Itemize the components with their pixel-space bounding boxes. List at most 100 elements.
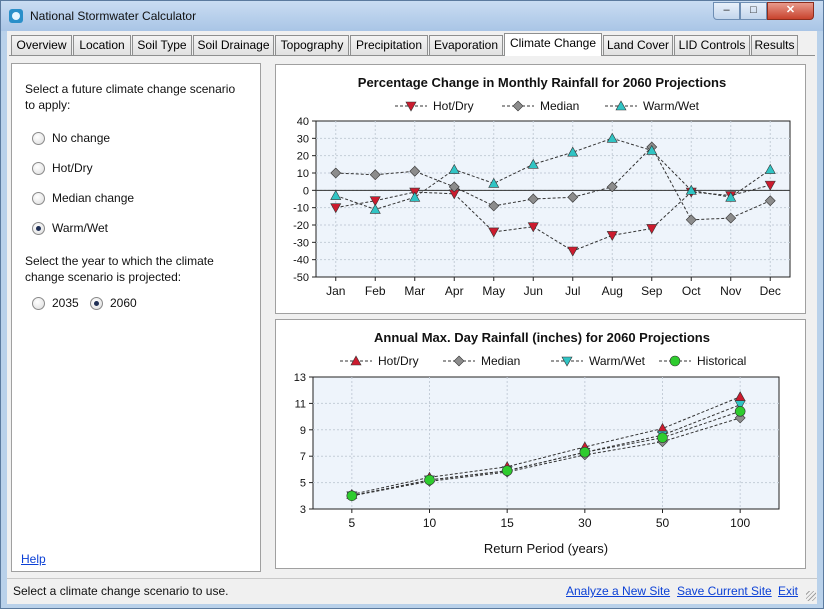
radio-year-2035[interactable]: 2035 (32, 295, 79, 311)
tab-bar: Overview Location Soil Type Soil Drainag… (9, 33, 815, 56)
data-point (330, 203, 342, 214)
y-tick-label: 11 (295, 398, 306, 410)
series-line (335, 137, 771, 210)
radio-button[interactable] (32, 161, 45, 175)
x-axis-label: Return Period (years) (484, 541, 608, 556)
tab-soil-type[interactable]: Soil Type (132, 35, 192, 55)
legend-marker (350, 355, 362, 366)
data-point (606, 132, 618, 143)
radio-year-2060[interactable]: 2060 (90, 295, 137, 311)
analyze-new-site-link[interactable]: Analyze a New Site (566, 584, 671, 598)
data-point (330, 189, 342, 200)
y-tick-label: 9 (300, 425, 306, 437)
window-title: National Stormwater Calculator (30, 9, 197, 23)
minimize-button[interactable]: ‒ (713, 2, 740, 20)
y-tick-label: -50 (293, 272, 309, 284)
data-point (734, 400, 746, 411)
save-current-site-link[interactable]: Save Current Site (677, 584, 772, 598)
tab-lid-controls[interactable]: LID Controls (674, 35, 750, 55)
data-point (409, 191, 421, 202)
tab-location[interactable]: Location (73, 35, 131, 55)
y-tick-label: -30 (293, 237, 309, 249)
data-point (579, 446, 591, 458)
data-point (764, 195, 776, 207)
tab-land-cover[interactable]: Land Cover (603, 35, 673, 55)
data-point (330, 167, 342, 179)
legend-label: Median (540, 99, 579, 113)
max-day-rainfall-chart: Annual Max. Day Rainfall (inches) for 20… (294, 330, 780, 556)
data-point (424, 474, 435, 486)
data-point (369, 169, 381, 181)
data-point (764, 180, 776, 191)
tab-soil-drainage[interactable]: Soil Drainage (193, 35, 274, 55)
radio-button[interactable] (32, 191, 45, 205)
help-link[interactable]: Help (21, 552, 46, 566)
legend-marker (512, 100, 524, 112)
tab-topography[interactable]: Topography (275, 35, 349, 55)
radio-median-change[interactable]: Median change (32, 190, 134, 206)
x-tick-label: 50 (656, 516, 670, 530)
series-line (351, 396, 741, 495)
exit-link[interactable]: Exit (778, 584, 799, 598)
data-point (606, 181, 618, 193)
x-tick-label: Jan (326, 284, 345, 298)
radio-warm-wet[interactable]: Warm/Wet (32, 220, 108, 236)
radio-hot-dry[interactable]: Hot/Dry (32, 160, 93, 176)
y-tick-label: 5 (300, 478, 306, 490)
y-tick-label: -10 (293, 203, 309, 215)
series-line (351, 417, 741, 497)
tab-precipitation[interactable]: Precipitation (350, 35, 428, 55)
x-tick-label: 5 (348, 516, 355, 530)
chart-title: Percentage Change in Monthly Rainfall fo… (358, 75, 726, 90)
data-point (734, 406, 746, 417)
legend-label: Historical (697, 354, 746, 368)
legend-label: Warm/Wet (643, 99, 700, 113)
data-point (646, 144, 658, 155)
radio-button[interactable] (32, 221, 45, 235)
tab-overview[interactable]: Overview (11, 35, 72, 55)
radio-button[interactable] (32, 296, 45, 310)
x-tick-label: Feb (365, 284, 386, 298)
status-message: Select a climate change scenario to use. (13, 584, 229, 598)
data-point (764, 163, 776, 174)
radio-label: No change (52, 131, 111, 145)
y-tick-label: -20 (293, 220, 309, 232)
data-point (606, 231, 618, 242)
x-tick-label: 10 (423, 516, 437, 530)
monthly-rainfall-chart-panel: Percentage Change in Monthly Rainfall fo… (275, 64, 806, 314)
y-tick-label: 40 (297, 116, 309, 128)
legend-marker (669, 355, 681, 367)
tab-evaporation[interactable]: Evaporation (429, 35, 503, 55)
x-tick-label: May (482, 284, 505, 298)
legend-label: Warm/Wet (589, 354, 646, 368)
radio-button[interactable] (90, 296, 103, 310)
y-tick-label: 7 (300, 451, 306, 463)
tab-results[interactable]: Results (751, 35, 798, 55)
data-point (527, 158, 539, 169)
data-point (369, 203, 381, 214)
data-point (725, 191, 737, 202)
year-prompt-line2: change scenario is projected: (25, 270, 182, 284)
data-point (657, 432, 668, 444)
y-tick-label: 10 (297, 168, 309, 180)
maximize-button[interactable]: □ (740, 2, 767, 20)
data-point (567, 191, 579, 203)
radio-label: 2060 (110, 296, 137, 310)
x-tick-label: Aug (602, 284, 623, 298)
title-bar[interactable]: National Stormwater Calculator ‒ □ ✕ (1, 1, 823, 31)
radio-label: Median change (52, 191, 135, 205)
radio-button[interactable] (32, 131, 45, 145)
close-button[interactable]: ✕ (767, 2, 814, 20)
y-tick-label: -40 (293, 255, 309, 267)
legend-label: Median (481, 354, 520, 368)
max-day-rainfall-chart-panel: Annual Max. Day Rainfall (inches) for 20… (275, 319, 806, 569)
data-point (448, 181, 460, 193)
radio-no-change[interactable]: No change (32, 130, 110, 146)
scenario-prompt-line1: Select a future climate change scenario (25, 82, 236, 96)
data-point (567, 246, 579, 257)
tab-climate-change[interactable]: Climate Change (504, 33, 602, 56)
series-line (335, 146, 771, 221)
data-point (685, 184, 697, 195)
resize-grip[interactable] (806, 591, 816, 601)
radio-label: 2035 (52, 296, 79, 310)
